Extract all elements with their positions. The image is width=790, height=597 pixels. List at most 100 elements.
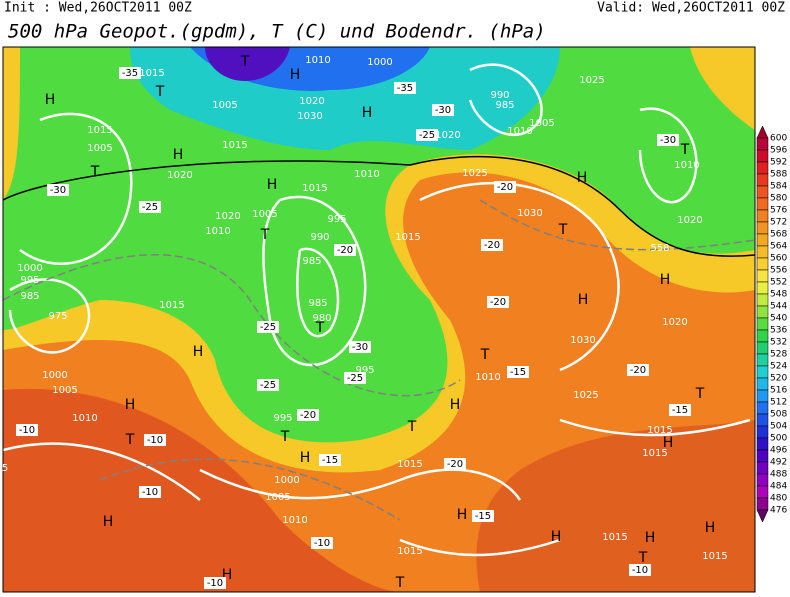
isobar-label: 1015 [702, 551, 727, 562]
pressure-center: H [645, 530, 656, 546]
isobar-label: 985 [20, 291, 39, 302]
colorbar-band [756, 293, 769, 307]
colorbar-band [756, 185, 769, 199]
temperature-label: -15 [322, 455, 338, 466]
isobar-label: 985 [495, 100, 514, 111]
temp-label-box [257, 379, 279, 391]
isobar-label: 1010 [72, 413, 97, 424]
pressure-center: H [551, 529, 562, 545]
colorbar-band [756, 245, 769, 259]
map-frame [2, 46, 756, 593]
isobar-label: 1000 [42, 370, 67, 381]
pressure-center: H [663, 435, 674, 451]
colorbar-label: 544 [770, 302, 787, 312]
pressure-center: T [695, 386, 705, 402]
isobar-label: 995 [355, 365, 374, 376]
colorbar-band [756, 473, 769, 487]
isobar-label: 1020 [215, 211, 240, 222]
colorbar-band [756, 449, 769, 463]
isobar-label: 1000 [367, 57, 392, 68]
temperature-label: -10 [207, 578, 223, 589]
temp-label-box [416, 129, 438, 141]
isobar-label: 1020 [435, 130, 460, 141]
colorbar-band [756, 221, 769, 235]
colorbar-label: 556 [770, 266, 787, 276]
colorbar-band [756, 269, 769, 283]
isobar-label: 1030 [570, 335, 595, 346]
isobar-label: 1015 [222, 140, 247, 151]
temperature-label: -15 [672, 405, 688, 416]
pressure-center: H [222, 567, 233, 583]
temp-label-box [669, 404, 691, 416]
isobar-label: 995 [327, 214, 346, 225]
colorbar-band [756, 497, 769, 511]
temperature-label: -10 [19, 425, 35, 436]
colorbar-label: 576 [770, 206, 787, 216]
temp-label-box [507, 366, 529, 378]
colorbar-label: 588 [770, 170, 787, 180]
colorbar-label: 512 [770, 398, 787, 408]
isobar-label: 5 [2, 463, 8, 474]
isobar-label: 1015 [647, 425, 672, 436]
colorbar-band [756, 437, 769, 451]
colorbar-label: 508 [770, 410, 787, 420]
colorbar-band [756, 389, 769, 403]
temperature-label: -20 [630, 365, 646, 376]
pressure-center: H [705, 520, 716, 536]
colorbar-band [756, 305, 769, 319]
temperature-label: -15 [475, 511, 491, 522]
pressure-center: T [315, 320, 325, 336]
colorbar-band [756, 149, 769, 163]
pressure-center: H [450, 397, 461, 413]
colorbar-band [756, 137, 769, 151]
pressure-center: T [558, 222, 568, 238]
map-field [3, 47, 755, 592]
pressure-center: T [155, 84, 165, 100]
temp-label-box [319, 454, 341, 466]
colorbar-band [756, 341, 769, 355]
temp-label-box [481, 239, 503, 251]
isobar-label: 1030 [297, 111, 322, 122]
pressure-center: T [125, 432, 135, 448]
temp-label-box [144, 434, 166, 446]
isobar-label: 1000 [17, 263, 42, 274]
temp-label-box [16, 424, 38, 436]
isobar-label: 1010 [354, 169, 379, 180]
pressure-center: T [395, 575, 405, 591]
temperature-label: -10 [147, 435, 163, 446]
isobar-label: 1020 [662, 317, 687, 328]
colorbar-band [756, 413, 769, 427]
temperature-label: -15 [510, 367, 526, 378]
temp-label-box [627, 364, 649, 376]
isobar-label: 1015 [87, 125, 112, 136]
colorbar-label: 572 [770, 218, 787, 228]
pressure-center: H [173, 147, 184, 163]
colorbar-band [756, 353, 769, 367]
pressure-center: T [638, 550, 648, 566]
colorbar-band [756, 461, 769, 475]
colorbar-band [756, 197, 769, 211]
colorbar-band [756, 281, 769, 295]
isobar-label: 1010 [282, 515, 307, 526]
isobar-label: 1005 [529, 118, 554, 129]
temperature-label: -20 [490, 297, 506, 308]
colorbar-band [756, 485, 769, 499]
temperature-label: -25 [419, 130, 435, 141]
colorbar-band [756, 329, 769, 343]
colorbar-arrow [756, 509, 769, 523]
isobar-label: 1030 [517, 208, 542, 219]
isobar-label: 1015 [139, 68, 164, 79]
isobar-label: 1015 [602, 532, 627, 543]
colorbar-label: 560 [770, 254, 787, 264]
isobar-label: 1005 [212, 100, 237, 111]
isobar-label: 1020 [677, 215, 702, 226]
isobar-label: 990 [490, 90, 509, 101]
temperature-label: -35 [122, 68, 138, 79]
colorbar-band [756, 401, 769, 415]
temp-label-box [444, 458, 466, 470]
isobar-label: 1025 [462, 168, 487, 179]
isobar-label: 1010 [305, 55, 330, 66]
pressure-center: H [125, 397, 136, 413]
colorbar-band [756, 233, 769, 247]
isobar-label: 975 [48, 311, 67, 322]
